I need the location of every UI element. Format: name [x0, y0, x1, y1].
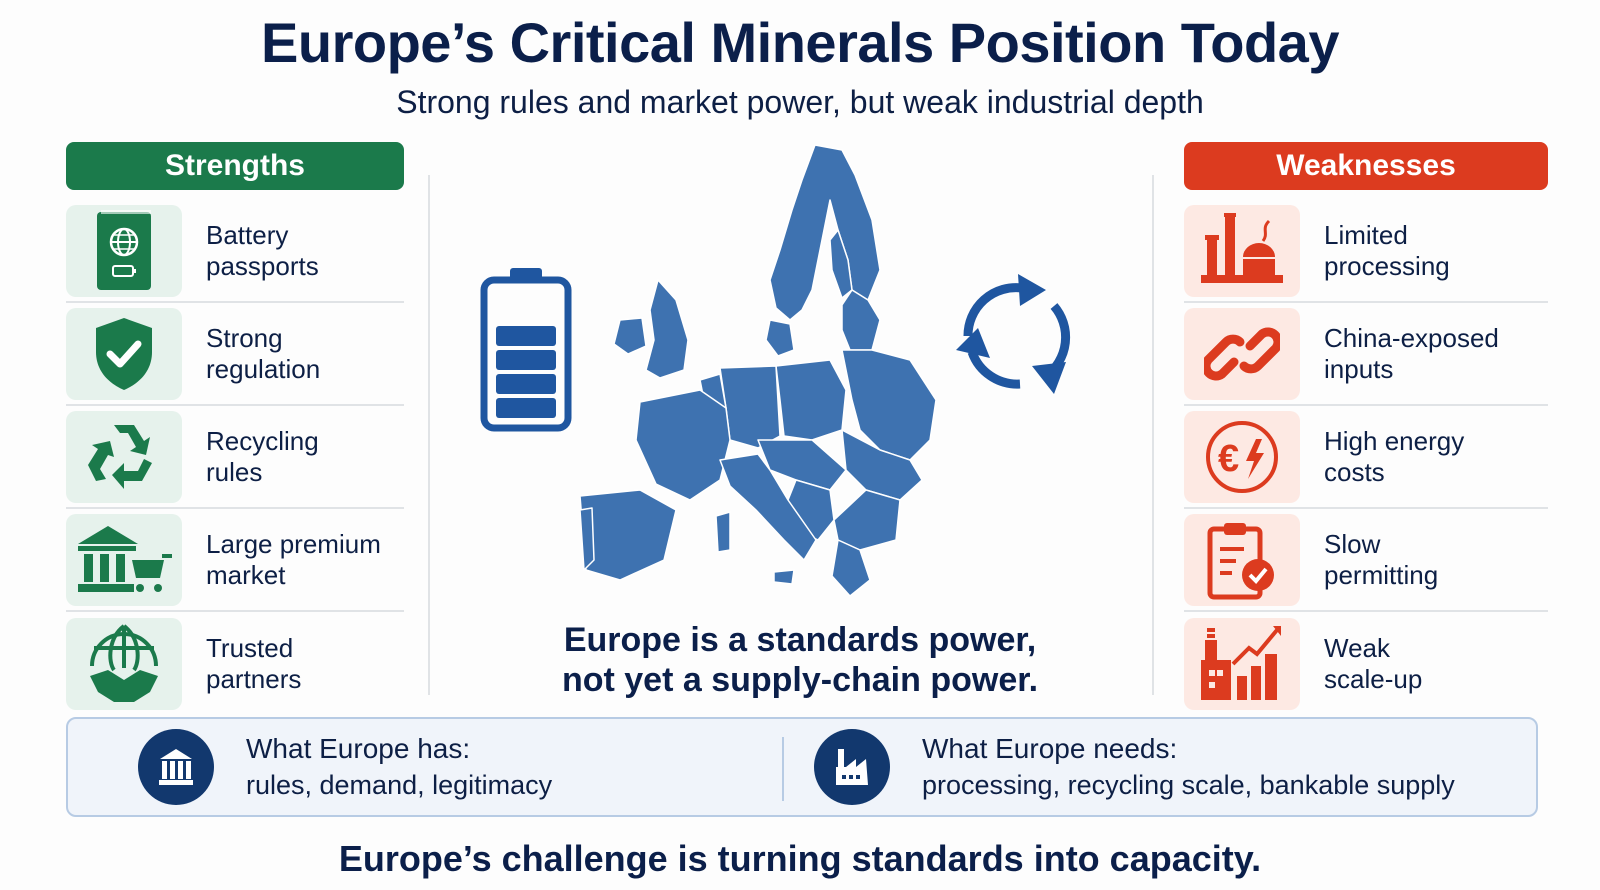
- strengths-list: Battery passports Strong regulation Recy…: [66, 200, 404, 715]
- summary-panel: What Europe has: rules, demand, legitima…: [66, 717, 1538, 817]
- weaknesses-header: Weaknesses: [1184, 142, 1548, 190]
- weakness-item: Limited processing: [1184, 200, 1548, 303]
- summary-needs-desc: processing, recycling scale, bankable su…: [922, 770, 1455, 800]
- strength-item: Large premium market: [66, 509, 404, 612]
- globe-handshake-icon: [66, 617, 182, 710]
- refinery-icon: [1184, 204, 1300, 297]
- strength-label: Trusted partners: [206, 632, 302, 694]
- strength-label: Battery passports: [206, 219, 319, 281]
- factory-icon: [814, 729, 890, 805]
- institution-icon: [138, 729, 214, 805]
- battery-icon: [480, 268, 572, 437]
- weakness-item: China-exposed inputs: [1184, 303, 1548, 406]
- europe-map: [579, 140, 1000, 605]
- weakness-item: € High energy costs: [1184, 406, 1548, 509]
- center-panel: [440, 140, 1160, 700]
- weakness-item: Weak scale-up: [1184, 612, 1548, 715]
- strengths-header: Strengths: [66, 142, 404, 190]
- page-subtitle: Strong rules and market power, but weak …: [396, 84, 1204, 120]
- strength-item: Trusted partners: [66, 612, 404, 715]
- weakness-label: China-exposed inputs: [1324, 322, 1499, 384]
- strength-label: Large premium market: [206, 528, 381, 590]
- summary-has: What Europe has: rules, demand, legitima…: [138, 719, 552, 815]
- factory-growth-icon: [1184, 617, 1300, 710]
- weakness-label: High energy costs: [1324, 425, 1465, 487]
- chain-link-icon: [1184, 307, 1300, 400]
- weakness-item: Slow permitting: [1184, 509, 1548, 612]
- strength-label: Strong regulation: [206, 322, 321, 384]
- left-divider: [428, 175, 430, 695]
- summary-needs-title: What Europe needs:: [922, 733, 1178, 764]
- strength-item: Strong regulation: [66, 303, 404, 406]
- strength-item: Recycling rules: [66, 406, 404, 509]
- page-title: Europe’s Critical Minerals Position Toda…: [261, 11, 1339, 74]
- clipboard-check-icon: [1184, 513, 1300, 606]
- summary-has-title: What Europe has:: [246, 733, 471, 764]
- strength-label: Recycling rules: [206, 425, 319, 487]
- weaknesses-list: Limited processing China-exposed inputs …: [1184, 200, 1548, 715]
- cycle-arrows-icon: [950, 270, 1080, 405]
- strength-item: Battery passports: [66, 200, 404, 303]
- passport-icon: [66, 204, 182, 297]
- weakness-label: Slow permitting: [1324, 528, 1439, 590]
- svg-text:€: €: [1218, 438, 1239, 480]
- summary-needs: What Europe needs: processing, recycling…: [814, 719, 1455, 815]
- euro-bolt-icon: €: [1184, 410, 1300, 503]
- bank-cart-icon: [66, 513, 182, 606]
- summary-divider: [782, 737, 784, 801]
- center-tagline: Europe is a standards power, not yet a s…: [561, 621, 1039, 699]
- weakness-label: Limited processing: [1324, 219, 1450, 281]
- shield-check-icon: [66, 307, 182, 400]
- right-divider: [1152, 175, 1154, 695]
- footer-conclusion: Europe’s challenge is turning standards …: [338, 838, 1262, 879]
- summary-has-desc: rules, demand, legitimacy: [246, 770, 553, 800]
- recycle-icon: [66, 410, 182, 503]
- weakness-label: Weak scale-up: [1324, 632, 1423, 694]
